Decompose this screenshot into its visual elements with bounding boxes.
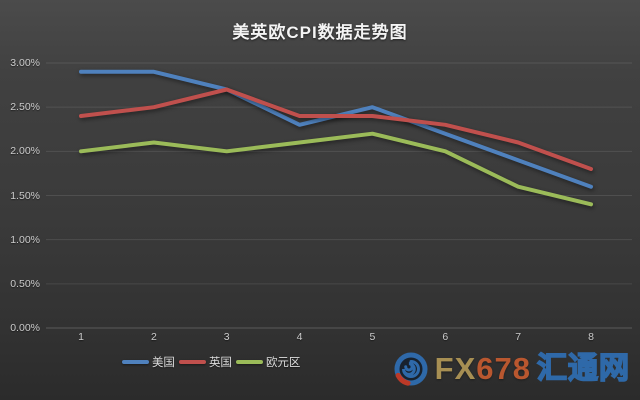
y-axis-label: 1.50% [10,189,40,202]
y-axis-label: 2.50% [10,101,40,114]
x-axis-label: 6 [442,331,449,343]
legend-item-eurozone: 欧元区 [235,354,301,370]
legend-swatch-us [121,360,149,364]
huitong-site-text: 汇通网 [536,351,630,386]
series-line-2 [79,131,594,207]
fx678-logo-text: FX678 [435,349,531,389]
x-axis-label: 8 [588,331,594,343]
fx678-fx-text: FX [434,351,477,386]
x-axis-label: 7 [515,331,522,343]
y-axis-label: 3.00% [10,57,40,69]
legend-label-us: 美国 [151,357,175,369]
legend-item-uk: 英国 [178,354,232,370]
fx678-logo-icon [394,352,428,386]
legend: 美国 英国 欧元区 [0,354,422,370]
x-axis-label: 3 [223,331,230,343]
chart-title: 美英欧CPI数据走势图 [232,23,408,42]
x-axis-label: 1 [78,331,84,343]
legend-item-us: 美国 [121,354,175,370]
y-axis-label: 2.00% [10,145,40,158]
legend-label-eurozone: 欧元区 [265,357,301,369]
x-axis-label: 5 [369,331,376,343]
y-axis-label: 0.50% [10,277,40,290]
legend-label-uk: 英国 [208,357,232,369]
fx678-num-text: 678 [476,351,531,386]
series-line-1 [79,87,594,171]
legend-swatch-uk [178,360,206,364]
y-axis-label: 1.00% [10,233,40,246]
series-line-0 [79,69,594,189]
legend-swatch-eurozone [235,360,263,364]
x-axis-label: 2 [150,331,157,343]
y-axis-label: 0.00% [10,322,40,334]
x-axis-label: 4 [296,331,303,343]
watermark: FX678 汇通网 [393,348,630,390]
